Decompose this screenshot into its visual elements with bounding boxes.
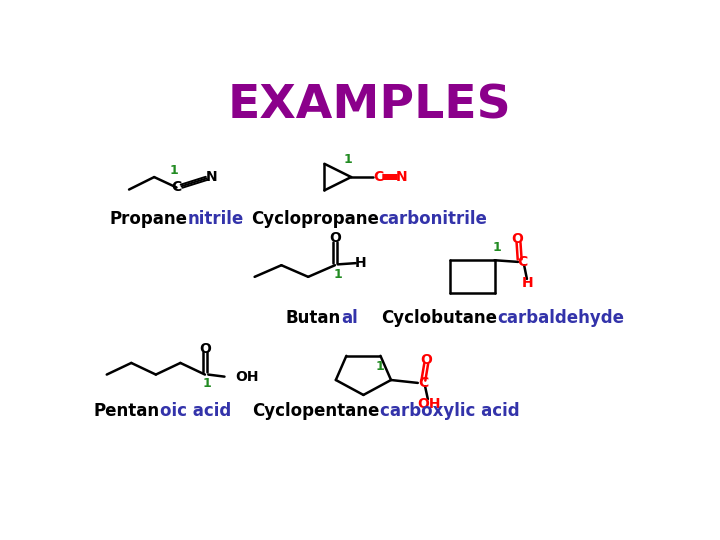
Text: C: C [418,376,428,390]
Text: nitrile: nitrile [187,210,243,228]
Text: O: O [420,354,432,367]
Text: EXAMPLES: EXAMPLES [227,84,511,129]
Text: O: O [199,342,211,356]
Text: 1: 1 [169,164,178,177]
Text: Cyclopropane: Cyclopropane [251,210,379,228]
Text: O: O [329,231,341,245]
Text: 1: 1 [202,377,211,390]
Text: N: N [395,170,408,184]
Text: Cyclopentane: Cyclopentane [252,402,379,420]
Text: H: H [522,276,534,290]
Text: Cyclobutane: Cyclobutane [382,309,498,327]
Text: carboxylic acid: carboxylic acid [379,402,519,420]
Text: Propane: Propane [109,210,187,228]
Text: C: C [373,170,383,184]
Text: 1: 1 [376,360,384,373]
Text: H: H [354,256,366,270]
Text: 1: 1 [493,241,502,254]
Text: 1: 1 [344,153,353,166]
Text: C: C [171,180,181,194]
Text: oic acid: oic acid [160,402,231,420]
Text: al: al [341,309,358,327]
Text: OH: OH [235,370,259,383]
Text: carbonitrile: carbonitrile [379,210,487,228]
Text: 1: 1 [333,268,342,281]
Text: C: C [518,255,528,269]
Text: carbaldehyde: carbaldehyde [498,309,624,327]
Text: OH: OH [417,397,441,411]
Text: O: O [511,232,523,246]
Text: N: N [205,170,217,184]
Text: Butan: Butan [286,309,341,327]
Text: Pentan: Pentan [94,402,160,420]
